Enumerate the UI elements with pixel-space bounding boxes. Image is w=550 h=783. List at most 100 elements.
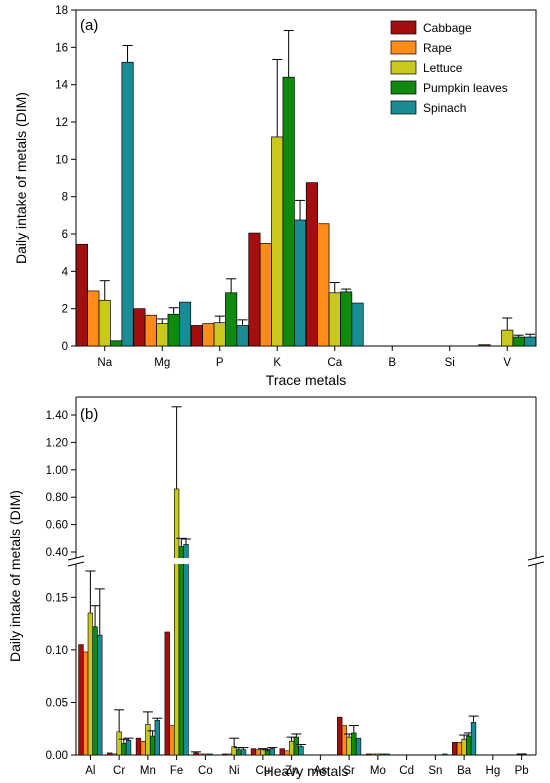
bar <box>452 742 458 756</box>
x-tick-label: V <box>503 357 511 369</box>
bar <box>250 748 257 756</box>
bar <box>442 753 448 756</box>
bar <box>169 725 175 756</box>
bar <box>92 626 98 756</box>
bar <box>293 736 299 756</box>
bar <box>178 546 184 756</box>
bar <box>190 325 203 347</box>
bar <box>346 736 352 756</box>
y-tick-label: 10 <box>55 154 68 166</box>
bar <box>384 753 390 756</box>
x-tick-label: B <box>388 357 396 369</box>
y-tick-label: 16 <box>55 42 68 54</box>
bar <box>183 544 189 756</box>
x-tick-label: Ca <box>327 357 342 369</box>
legend-swatch <box>390 60 417 75</box>
y-tick-label: 0.10 <box>46 645 68 657</box>
chart-panel-a: 0 2 4 6 8 10 12 14 16 18 Na Mg P K Ca B Si V (a) Trace meta… <box>13 5 537 388</box>
bar <box>294 219 307 347</box>
bar <box>140 741 146 756</box>
x-axis-label: Heavy metals <box>264 763 349 779</box>
bar <box>222 753 228 756</box>
bar <box>512 336 525 347</box>
bar <box>164 631 170 756</box>
bar <box>255 749 261 756</box>
y-tick-label: 1.40 <box>46 410 68 422</box>
bar <box>225 292 238 347</box>
bar <box>523 336 537 347</box>
bar <box>328 292 341 347</box>
x-tick-label: Al <box>85 765 95 777</box>
bar <box>282 76 295 347</box>
bar <box>193 752 199 756</box>
bar <box>226 753 233 756</box>
axis-break-mark <box>527 555 545 561</box>
bar <box>365 753 372 756</box>
y-tick-label: 18 <box>55 5 68 17</box>
bar <box>133 308 146 347</box>
bar <box>121 743 127 756</box>
bar <box>501 329 514 347</box>
bar <box>173 488 180 756</box>
bar <box>375 753 381 756</box>
y-tick-label: 6 <box>62 229 68 241</box>
y-tick-label: 1.00 <box>46 465 68 477</box>
x-tick-label: Co <box>198 765 213 777</box>
bar <box>284 750 290 756</box>
bar <box>248 232 261 347</box>
bar-break-gap <box>178 558 185 564</box>
y-axis-label: Daily intake of metals (DIM) <box>13 92 29 264</box>
x-tick-label: Zn <box>285 765 298 777</box>
x-tick-label: P <box>216 357 224 369</box>
bar <box>260 749 266 756</box>
bar <box>156 323 169 347</box>
bar <box>154 720 160 756</box>
bar <box>111 753 118 756</box>
bar <box>305 182 318 347</box>
legend-swatch <box>390 40 417 55</box>
legend-label: Cabbage <box>423 21 472 35</box>
bar <box>167 313 180 347</box>
x-tick-label: K <box>273 357 281 369</box>
bar <box>236 749 242 756</box>
bar <box>213 322 226 347</box>
panel-label: (a) <box>80 17 98 34</box>
bar <box>340 291 353 347</box>
y-tick-label: 14 <box>55 80 68 92</box>
panel-label: (b) <box>80 406 98 423</box>
x-tick-label: Cu <box>256 765 271 777</box>
bar <box>75 243 88 347</box>
bar-break-gap <box>173 558 180 564</box>
x-tick-label: Fe <box>170 765 183 777</box>
y-tick-label: 0.15 <box>46 592 68 604</box>
x-tick-label: Cr <box>113 765 125 777</box>
legend-label: Lettuce <box>423 61 463 75</box>
legend-label: Pumpkin leaves <box>423 81 508 95</box>
y-tick-label: 0 <box>62 341 68 353</box>
bar <box>461 738 467 756</box>
bar <box>259 242 272 347</box>
bar <box>198 753 204 756</box>
bar <box>121 61 134 347</box>
y-tick-label: 8 <box>62 192 68 204</box>
y-tick-label: 4 <box>62 266 69 278</box>
legend-label: Spinach <box>423 101 466 115</box>
x-tick-label: Si <box>445 357 455 369</box>
x-tick-label: Sr <box>343 765 355 777</box>
x-tick-label: Hg <box>486 765 501 777</box>
bar <box>125 739 132 756</box>
bar <box>107 752 113 756</box>
bar <box>236 325 249 347</box>
bar <box>470 722 477 756</box>
bar <box>116 731 122 756</box>
x-tick-label: Mo <box>370 765 386 777</box>
bar <box>207 753 213 756</box>
bar <box>135 737 142 756</box>
legend-swatch <box>390 80 417 95</box>
bar <box>97 634 103 756</box>
bar <box>355 737 362 756</box>
x-tick-label: Mg <box>154 357 170 369</box>
bar <box>145 724 151 756</box>
x-tick-label: As <box>314 765 328 777</box>
